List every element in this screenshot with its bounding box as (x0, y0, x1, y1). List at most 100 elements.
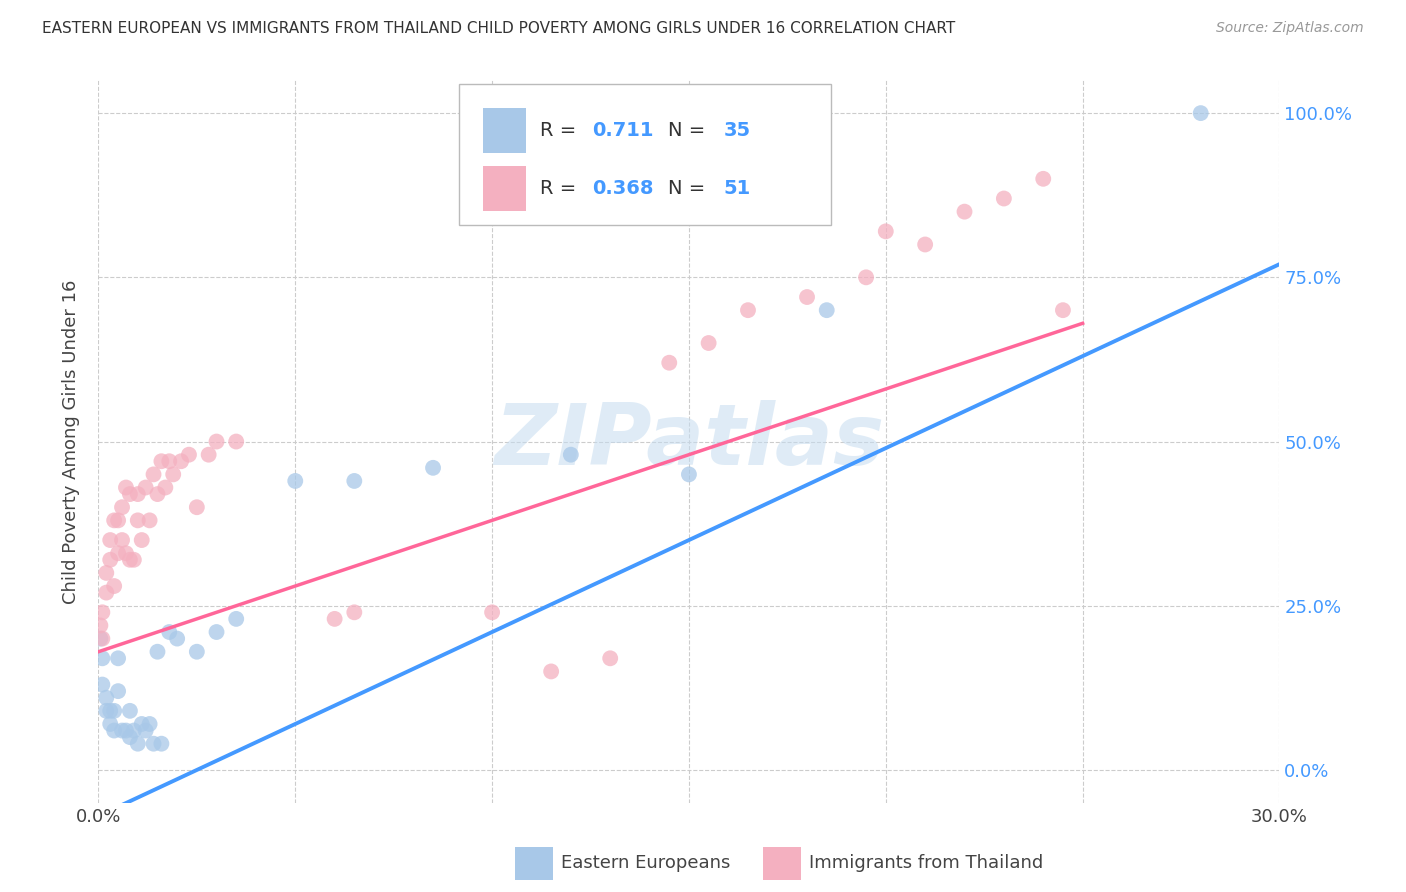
Text: 0.711: 0.711 (592, 121, 654, 140)
Point (678, 467, 700, 482)
Text: R =: R = (540, 179, 582, 198)
Point (89, 618, 111, 632)
Point (914, 237, 936, 252)
Point (89, 632, 111, 646)
Point (118, 553, 141, 567)
Point (225, 612, 247, 626)
Point (98, 533, 121, 547)
Point (737, 303, 759, 318)
Text: N =: N = (668, 121, 711, 140)
FancyBboxPatch shape (484, 109, 526, 153)
Point (1032, 171, 1054, 186)
Text: Eastern Europeans: Eastern Europeans (561, 855, 731, 872)
Point (323, 612, 346, 626)
Point (284, 474, 307, 488)
Point (103, 723, 125, 738)
Point (115, 723, 138, 738)
Point (98, 553, 121, 567)
Text: 51: 51 (723, 179, 751, 198)
Point (103, 704, 125, 718)
Text: 0.368: 0.368 (592, 179, 654, 198)
Point (115, 546, 138, 560)
Point (953, 204, 976, 219)
Point (98, 717, 121, 731)
Point (697, 336, 720, 351)
Point (205, 434, 228, 449)
Point (107, 651, 129, 665)
Point (150, 737, 173, 751)
Point (98, 704, 121, 718)
Point (422, 460, 444, 475)
Point (146, 487, 169, 501)
Point (142, 467, 165, 482)
Point (796, 290, 818, 304)
Point (157, 454, 180, 468)
Point (481, 605, 503, 619)
Text: 35: 35 (723, 121, 751, 140)
Point (1189, 106, 1212, 120)
Point (875, 224, 897, 238)
Point (107, 513, 129, 527)
Point (103, 579, 125, 593)
Point (162, 467, 184, 482)
Point (343, 605, 366, 619)
Point (127, 513, 149, 527)
Point (107, 684, 129, 698)
Point (197, 448, 219, 462)
Point (177, 448, 200, 462)
Point (170, 454, 193, 468)
Point (122, 723, 145, 738)
Point (599, 651, 621, 665)
FancyBboxPatch shape (516, 847, 553, 880)
FancyBboxPatch shape (458, 84, 831, 225)
Point (111, 723, 134, 738)
Text: EASTERN EUROPEAN VS IMMIGRANTS FROM THAILAND CHILD POVERTY AMONG GIRLS UNDER 16 : EASTERN EUROPEAN VS IMMIGRANTS FROM THAI… (42, 21, 956, 36)
Point (343, 474, 366, 488)
Point (658, 356, 681, 370)
Point (135, 723, 157, 738)
Point (96, 690, 118, 705)
Point (855, 270, 877, 285)
Point (107, 546, 129, 560)
Point (540, 665, 562, 679)
FancyBboxPatch shape (484, 166, 526, 211)
Point (560, 448, 582, 462)
Point (91, 677, 114, 691)
Point (155, 481, 177, 495)
Point (127, 737, 149, 751)
Point (205, 625, 228, 640)
Point (127, 487, 149, 501)
Point (135, 481, 157, 495)
Text: Immigrants from Thailand: Immigrants from Thailand (810, 855, 1043, 872)
Point (111, 533, 134, 547)
Point (150, 454, 173, 468)
Point (166, 632, 188, 646)
Point (118, 730, 141, 744)
Point (993, 192, 1015, 206)
Point (96, 704, 118, 718)
Point (1052, 303, 1074, 318)
Point (115, 481, 138, 495)
Point (91, 605, 114, 619)
Point (138, 717, 160, 731)
Point (111, 500, 134, 515)
Point (96, 566, 118, 580)
Point (122, 553, 145, 567)
Text: N =: N = (668, 179, 711, 198)
Point (186, 645, 208, 659)
Point (225, 434, 247, 449)
Point (96, 585, 118, 599)
Point (91, 632, 114, 646)
FancyBboxPatch shape (763, 847, 801, 880)
Point (91, 651, 114, 665)
Point (142, 737, 165, 751)
Point (157, 625, 180, 640)
Point (131, 533, 153, 547)
Text: R =: R = (540, 121, 582, 140)
Point (815, 303, 838, 318)
Point (138, 513, 160, 527)
Text: Source: ZipAtlas.com: Source: ZipAtlas.com (1216, 21, 1364, 35)
Point (186, 500, 208, 515)
Point (146, 645, 169, 659)
Text: ZIPatlas: ZIPatlas (494, 400, 884, 483)
